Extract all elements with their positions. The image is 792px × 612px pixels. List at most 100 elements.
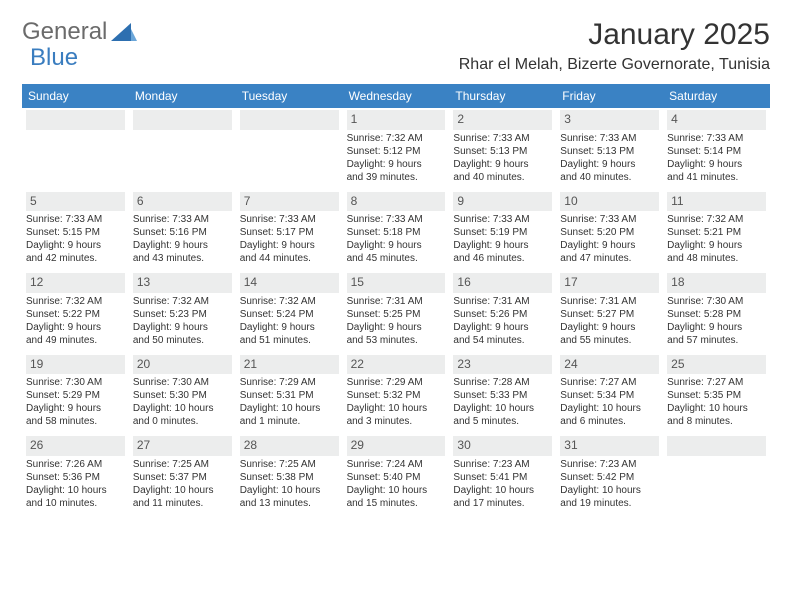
logo-text-2: Blue: [30, 44, 78, 72]
page-title: January 2025: [459, 18, 770, 52]
daylight-text: and 50 minutes.: [133, 334, 232, 347]
sunset-text: Sunset: 5:16 PM: [133, 226, 232, 239]
weekday-label: Thursday: [449, 84, 556, 108]
empty-day-bar: [667, 436, 766, 456]
sunset-text: Sunset: 5:24 PM: [240, 308, 339, 321]
sunrise-text: Sunrise: 7:31 AM: [347, 295, 446, 308]
calendar-cell: 12Sunrise: 7:32 AMSunset: 5:22 PMDayligh…: [22, 271, 129, 353]
sunset-text: Sunset: 5:14 PM: [667, 145, 766, 158]
calendar-cell: [236, 108, 343, 190]
sunrise-text: Sunrise: 7:32 AM: [133, 295, 232, 308]
daylight-text: Daylight: 9 hours: [667, 321, 766, 334]
day-number: 15: [347, 273, 446, 293]
day-number: 24: [560, 355, 659, 375]
calendar-cell: 9Sunrise: 7:33 AMSunset: 5:19 PMDaylight…: [449, 190, 556, 272]
weekday-label: Friday: [556, 84, 663, 108]
daylight-text: Daylight: 9 hours: [560, 158, 659, 171]
sunset-text: Sunset: 5:29 PM: [26, 389, 125, 402]
header: General January 2025 Rhar el Melah, Bize…: [22, 18, 770, 78]
day-number: 29: [347, 436, 446, 456]
sunrise-text: Sunrise: 7:33 AM: [240, 213, 339, 226]
daylight-text: Daylight: 10 hours: [133, 484, 232, 497]
day-number: 16: [453, 273, 552, 293]
sunset-text: Sunset: 5:30 PM: [133, 389, 232, 402]
day-number: 14: [240, 273, 339, 293]
calendar-cell: 2Sunrise: 7:33 AMSunset: 5:13 PMDaylight…: [449, 108, 556, 190]
sunrise-text: Sunrise: 7:32 AM: [26, 295, 125, 308]
day-number: 9: [453, 192, 552, 212]
daylight-text: Daylight: 9 hours: [347, 158, 446, 171]
sunrise-text: Sunrise: 7:32 AM: [240, 295, 339, 308]
daylight-text: Daylight: 9 hours: [26, 321, 125, 334]
daylight-text: Daylight: 9 hours: [133, 239, 232, 252]
sunrise-text: Sunrise: 7:27 AM: [667, 376, 766, 389]
sunset-text: Sunset: 5:13 PM: [453, 145, 552, 158]
daylight-text: and 6 minutes.: [560, 415, 659, 428]
day-number: 13: [133, 273, 232, 293]
calendar-cell: [129, 108, 236, 190]
sunrise-text: Sunrise: 7:33 AM: [133, 213, 232, 226]
calendar-cell: 20Sunrise: 7:30 AMSunset: 5:30 PMDayligh…: [129, 353, 236, 435]
sunset-text: Sunset: 5:25 PM: [347, 308, 446, 321]
daylight-text: and 15 minutes.: [347, 497, 446, 510]
sunset-text: Sunset: 5:38 PM: [240, 471, 339, 484]
day-number: 30: [453, 436, 552, 456]
calendar-cell: 10Sunrise: 7:33 AMSunset: 5:20 PMDayligh…: [556, 190, 663, 272]
daylight-text: Daylight: 9 hours: [667, 158, 766, 171]
calendar-cell: 15Sunrise: 7:31 AMSunset: 5:25 PMDayligh…: [343, 271, 450, 353]
daylight-text: and 46 minutes.: [453, 252, 552, 265]
sunset-text: Sunset: 5:15 PM: [26, 226, 125, 239]
empty-day-bar: [240, 110, 339, 130]
day-number: 2: [453, 110, 552, 130]
daylight-text: and 57 minutes.: [667, 334, 766, 347]
logo: General: [22, 18, 141, 46]
day-number: 31: [560, 436, 659, 456]
day-number: 12: [26, 273, 125, 293]
daylight-text: Daylight: 10 hours: [453, 484, 552, 497]
sunrise-text: Sunrise: 7:30 AM: [667, 295, 766, 308]
empty-day-bar: [26, 110, 125, 130]
calendar-cell: 5Sunrise: 7:33 AMSunset: 5:15 PMDaylight…: [22, 190, 129, 272]
calendar: SundayMondayTuesdayWednesdayThursdayFrid…: [22, 84, 770, 516]
sunset-text: Sunset: 5:26 PM: [453, 308, 552, 321]
calendar-cell: 3Sunrise: 7:33 AMSunset: 5:13 PMDaylight…: [556, 108, 663, 190]
calendar-cell: [663, 434, 770, 516]
sunrise-text: Sunrise: 7:32 AM: [347, 132, 446, 145]
sunset-text: Sunset: 5:40 PM: [347, 471, 446, 484]
day-number: 22: [347, 355, 446, 375]
calendar-cell: 31Sunrise: 7:23 AMSunset: 5:42 PMDayligh…: [556, 434, 663, 516]
weekday-label: Sunday: [22, 84, 129, 108]
sunset-text: Sunset: 5:34 PM: [560, 389, 659, 402]
day-number: 17: [560, 273, 659, 293]
calendar-cell: 16Sunrise: 7:31 AMSunset: 5:26 PMDayligh…: [449, 271, 556, 353]
calendar-cell: [22, 108, 129, 190]
daylight-text: and 39 minutes.: [347, 171, 446, 184]
daylight-text: and 45 minutes.: [347, 252, 446, 265]
sunset-text: Sunset: 5:21 PM: [667, 226, 766, 239]
logo-sail-icon: [111, 23, 137, 41]
daylight-text: Daylight: 9 hours: [560, 239, 659, 252]
calendar-cell: 27Sunrise: 7:25 AMSunset: 5:37 PMDayligh…: [129, 434, 236, 516]
sunrise-text: Sunrise: 7:33 AM: [453, 213, 552, 226]
daylight-text: and 47 minutes.: [560, 252, 659, 265]
sunset-text: Sunset: 5:37 PM: [133, 471, 232, 484]
daylight-text: Daylight: 10 hours: [667, 402, 766, 415]
sunrise-text: Sunrise: 7:32 AM: [667, 213, 766, 226]
sunrise-text: Sunrise: 7:29 AM: [240, 376, 339, 389]
calendar-cell: 24Sunrise: 7:27 AMSunset: 5:34 PMDayligh…: [556, 353, 663, 435]
sunset-text: Sunset: 5:18 PM: [347, 226, 446, 239]
daylight-text: and 40 minutes.: [560, 171, 659, 184]
daylight-text: Daylight: 9 hours: [26, 402, 125, 415]
sunrise-text: Sunrise: 7:25 AM: [240, 458, 339, 471]
sunset-text: Sunset: 5:33 PM: [453, 389, 552, 402]
day-number: 10: [560, 192, 659, 212]
day-number: 18: [667, 273, 766, 293]
location-text: Rhar el Melah, Bizerte Governorate, Tuni…: [459, 56, 770, 74]
day-number: 27: [133, 436, 232, 456]
day-number: 19: [26, 355, 125, 375]
daylight-text: and 49 minutes.: [26, 334, 125, 347]
day-number: 8: [347, 192, 446, 212]
sunset-text: Sunset: 5:32 PM: [347, 389, 446, 402]
sunrise-text: Sunrise: 7:23 AM: [560, 458, 659, 471]
daylight-text: Daylight: 9 hours: [453, 158, 552, 171]
